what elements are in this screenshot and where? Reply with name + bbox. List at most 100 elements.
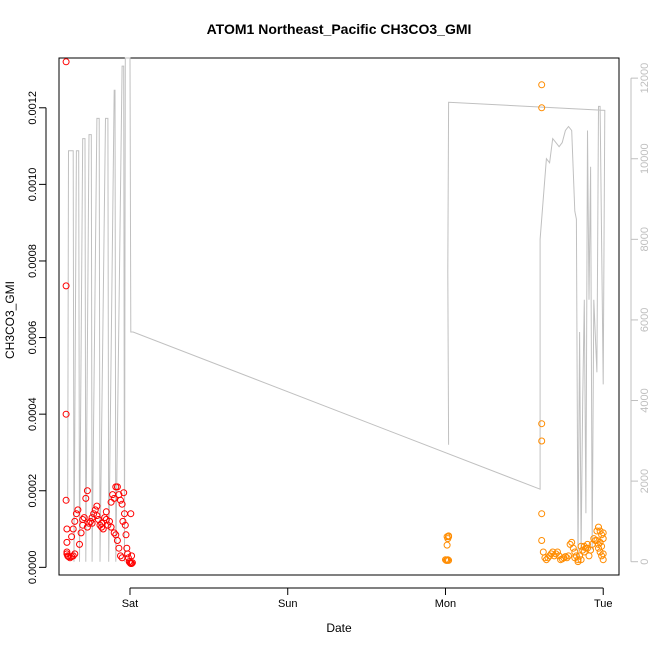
series2-point — [569, 544, 577, 552]
series1-point — [76, 540, 83, 548]
series1-point — [71, 517, 79, 525]
series1-point — [62, 496, 70, 504]
series1-point — [82, 494, 90, 502]
series2-point — [563, 554, 571, 562]
series1-point — [62, 410, 70, 418]
series1-point — [110, 529, 118, 537]
series2-point — [539, 548, 547, 556]
series2-point — [598, 552, 606, 560]
series1-point — [120, 489, 128, 497]
series1-point — [98, 523, 106, 531]
plot-frame — [58, 57, 620, 576]
y-axis-label: CH3CO3_GMI — [3, 281, 17, 359]
series2-point — [599, 556, 607, 564]
y-axis-left: 0.0000 0.0002 0.0004 0.0006 0.0008 0.0010 0.00… — [27, 91, 47, 584]
series1-point — [110, 494, 118, 502]
series2-point — [445, 556, 453, 564]
series1-point — [102, 508, 110, 516]
series2-point — [538, 437, 546, 445]
series1-point — [69, 525, 77, 533]
series1-point — [117, 496, 124, 504]
series1-point — [124, 550, 132, 558]
series1-point — [128, 552, 136, 560]
series2-point — [445, 532, 453, 540]
y2-tick-label: 4000 — [639, 388, 650, 412]
y-axis-right: 0 2000 4000 6000 8000 10000 12000 — [630, 63, 650, 565]
y-tick-label: 0.0006 — [27, 321, 39, 355]
series2-point — [595, 523, 602, 531]
series1-point — [69, 552, 77, 560]
x-tick-label: Mon — [435, 598, 456, 610]
series1-point — [118, 554, 126, 562]
x-tick-label: Sun — [278, 598, 298, 610]
series2-point — [538, 510, 546, 518]
series2-point — [443, 541, 451, 549]
series1-point — [80, 514, 88, 522]
series2-point — [554, 548, 561, 556]
series2-point — [560, 554, 568, 562]
series1-point — [118, 500, 126, 508]
series1-point — [128, 560, 136, 567]
x-tick-label: Tue — [594, 598, 613, 610]
series1-point — [115, 544, 123, 552]
series1-point — [62, 282, 70, 290]
series1-point — [127, 510, 135, 518]
series1-point — [63, 538, 71, 546]
series1-point — [113, 483, 121, 491]
y-tick-label: 0.0004 — [27, 397, 39, 431]
series2-point — [577, 542, 585, 550]
series1-point — [85, 519, 93, 527]
y2-tick-label: 8000 — [639, 227, 650, 251]
y2-tick-label: 6000 — [639, 308, 650, 332]
scatter-points-layer — [62, 58, 607, 567]
series2-point — [599, 550, 607, 558]
y-tick-label: 0.0000 — [27, 550, 39, 584]
series1-point — [65, 553, 72, 561]
series2-point — [580, 542, 588, 550]
series2-point — [595, 544, 602, 552]
series1-point — [72, 510, 80, 518]
series1-point — [77, 529, 85, 537]
series2-point — [598, 531, 606, 539]
series1-point — [109, 491, 117, 499]
series1-point — [63, 525, 71, 533]
series2-point — [538, 537, 546, 544]
x-axis-label: Date — [326, 621, 352, 635]
chart-title: ATOM1 Northeast_Pacific CH3CO3_GMI — [207, 21, 472, 37]
series1-point — [122, 531, 130, 539]
series1-point — [93, 512, 101, 520]
series1-point — [79, 516, 87, 523]
series1-point — [74, 506, 82, 514]
y2-tick-label: 10000 — [639, 143, 650, 174]
series1-point — [93, 502, 101, 510]
series1-point — [63, 548, 71, 556]
y2-tick-label: 2000 — [639, 469, 650, 493]
x-tick-label: Sat — [122, 598, 139, 610]
y-tick-label: 0.0012 — [27, 91, 39, 125]
series1-point — [91, 506, 99, 514]
series1-point — [83, 523, 91, 531]
series2-point — [538, 104, 546, 112]
y-tick-label: 0.0008 — [27, 244, 39, 278]
series1-point — [98, 519, 106, 527]
series1-point — [128, 559, 136, 567]
series1-point — [117, 552, 124, 560]
series1-point — [121, 521, 129, 529]
series2-point — [571, 554, 579, 562]
series2-point — [561, 553, 569, 561]
series1-point — [113, 537, 121, 544]
series1-point — [87, 517, 94, 525]
series2-point — [565, 552, 572, 560]
series2-point — [585, 552, 593, 560]
series2-point — [538, 420, 546, 428]
series1-point — [83, 487, 91, 495]
series2-point — [541, 554, 549, 562]
series1-point — [68, 533, 76, 541]
series1-point — [107, 523, 115, 531]
y-tick-label: 0.0002 — [27, 474, 39, 508]
series2-point — [542, 556, 550, 564]
y-tick-label: 0.0010 — [27, 168, 39, 202]
altitude-line — [67, 57, 606, 562]
series1-point — [102, 516, 110, 523]
